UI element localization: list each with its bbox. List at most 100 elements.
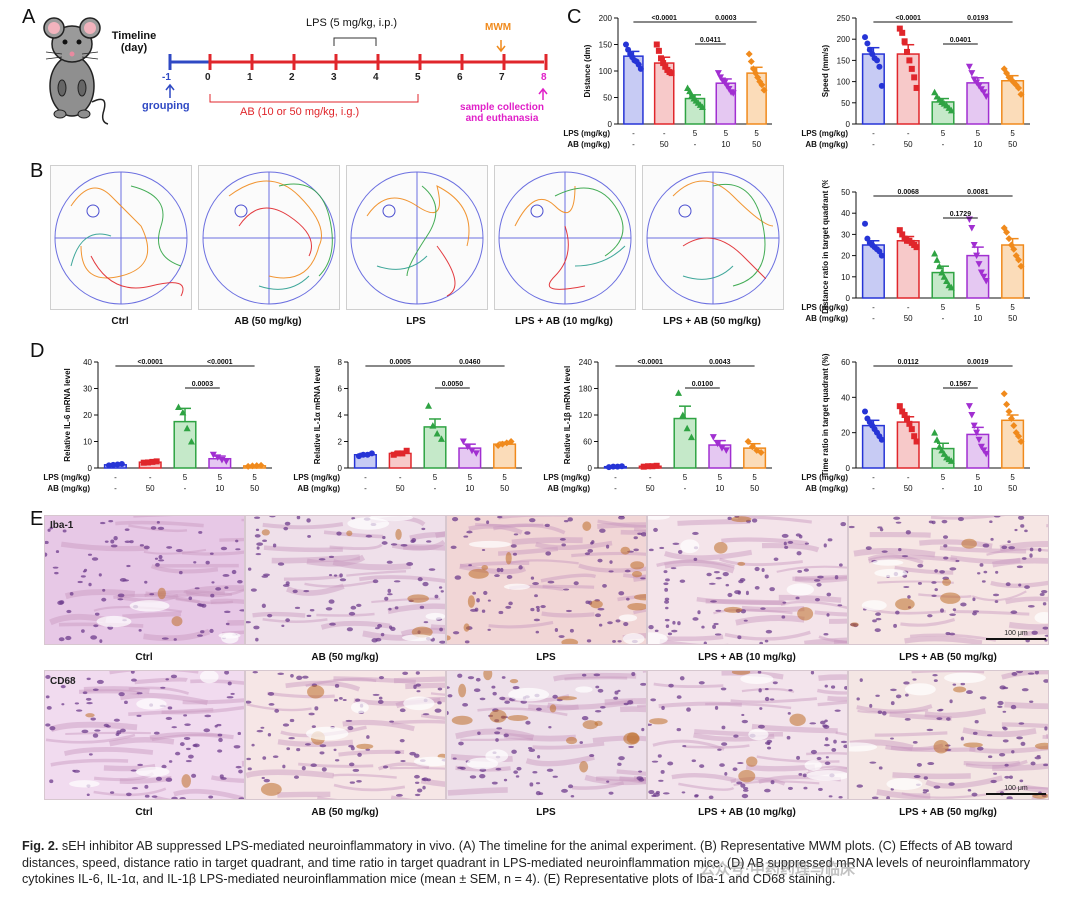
data-point: [668, 70, 675, 77]
histology-image: [848, 515, 1049, 645]
ab-value: -: [872, 314, 875, 323]
data-point: [1005, 235, 1013, 243]
lps-value: 5: [693, 129, 698, 138]
y-tick-label: 6: [338, 385, 343, 394]
data-point: [913, 244, 920, 251]
data-point: [940, 273, 948, 280]
lps-row-label: LPS (mg/kg): [293, 473, 340, 482]
data-point: [145, 459, 152, 466]
p-value-label: <0.0001: [207, 359, 233, 366]
cd68-label-ctrl: Ctrl: [135, 807, 153, 818]
mwm-labels: Ctrl AB (50 mg/kg) LPS LPS + AB (10 mg/k…: [50, 316, 782, 330]
y-tick-label: 8: [338, 358, 343, 367]
day-label: 0: [205, 72, 211, 83]
data-point: [1003, 69, 1011, 77]
data-point: [368, 450, 375, 457]
bar-chart-svg: 0 60 120 180 240 Relative IL-1β mRNA level <0.…: [543, 358, 772, 493]
data-point: [610, 463, 617, 470]
y-tick-label: 40: [841, 393, 850, 402]
sample-line1: sample collection: [460, 102, 544, 113]
data-point: [390, 451, 397, 458]
data-point: [933, 436, 941, 443]
y-tick-label: 50: [841, 99, 850, 108]
bar: [966, 82, 990, 125]
y-tick-label: 40: [83, 358, 92, 367]
lps-value: 5: [976, 303, 981, 312]
ab-value: -: [114, 484, 117, 493]
data-point: [1017, 438, 1025, 445]
p-value-label: 0.0019: [967, 359, 989, 366]
mwm-plot: [346, 165, 488, 310]
mwm-label: MWM: [485, 22, 512, 33]
mwm-label-ctrl: Ctrl: [111, 316, 129, 327]
cd68-row-labels: Ctrl AB (50 mg/kg) LPS LPS + AB (10 mg/k…: [44, 807, 1048, 821]
caption-text: sEH inhibitor AB suppressed LPS-mediated…: [22, 839, 1031, 886]
p-value-label: 0.0411: [700, 37, 721, 44]
data-point: [209, 451, 217, 459]
iba1-marker-label: Iba-1: [50, 520, 74, 531]
data-point: [183, 424, 191, 432]
iba1-label-lps-ab50: LPS + AB (50 mg/kg): [899, 652, 997, 663]
iba1-row-labels: Ctrl AB (50 mg/kg) LPS LPS + AB (10 mg/k…: [44, 652, 1048, 666]
cd68-label-lps-ab50: LPS + AB (50 mg/kg): [899, 807, 997, 818]
ab-row-label: AB (mg/kg): [567, 140, 610, 149]
lps-value: -: [114, 473, 117, 482]
timeline-label-line2: (day): [120, 42, 148, 54]
data-point: [904, 48, 911, 55]
data-point: [459, 438, 467, 445]
cd68-label-lps-ab10: LPS + AB (10 mg/kg): [698, 807, 796, 818]
ab-value: 50: [146, 484, 155, 493]
data-point: [913, 84, 920, 91]
data-point: [1015, 432, 1023, 440]
bar: [673, 417, 697, 469]
data-point: [901, 412, 908, 418]
data-point: [873, 57, 880, 64]
data-point: [1000, 224, 1008, 232]
bar-chart-svg: 0 10 20 30 40 Relative IL-6 mRNA level <0.0001…: [43, 358, 272, 493]
data-point: [975, 436, 983, 444]
bar: [896, 421, 920, 469]
data-point: [253, 462, 261, 470]
scale-bar-iba1: 100 μm: [986, 630, 1046, 640]
data-point: [748, 443, 756, 451]
data-point: [1015, 256, 1023, 264]
lps-label: LPS (5 mg/kg, i.p.): [306, 17, 398, 29]
ab-value: 50: [904, 314, 913, 323]
p-value-label: 0.0003: [715, 15, 737, 22]
data-point: [399, 450, 406, 457]
data-point: [947, 106, 955, 114]
ab-value: -: [684, 484, 687, 493]
data-point: [965, 63, 973, 71]
sample-line2: and euthanasia: [465, 113, 539, 124]
figure-number: Fig. 2.: [22, 839, 59, 853]
chart-il1b: 0 60 120 180 240 Relative IL-1β mRNA level <0.…: [540, 350, 780, 508]
ab-row-label: AB (mg/kg): [805, 314, 848, 323]
lps-value: 5: [468, 473, 473, 482]
ab-value: 10: [973, 314, 982, 323]
data-point: [179, 408, 187, 416]
data-point: [862, 34, 869, 41]
y-tick-label: 40: [841, 209, 850, 218]
lps-value: 5: [218, 473, 223, 482]
ab-value: 10: [465, 484, 474, 493]
data-point: [757, 449, 765, 457]
data-point: [878, 82, 885, 89]
data-point: [468, 447, 476, 455]
y-axis-label: Relative IL-1α mRNA level: [313, 366, 322, 464]
day-label: 5: [415, 72, 421, 83]
y-tick-label: 0: [338, 464, 343, 473]
y-tick-label: 20: [841, 252, 850, 261]
cd68-label-ab50: AB (50 mg/kg): [311, 807, 379, 818]
data-point: [1000, 65, 1008, 73]
y-tick-label: 0: [88, 464, 93, 473]
data-point: [1010, 422, 1018, 430]
ab-value: 50: [1008, 484, 1017, 493]
lps-value: -: [149, 473, 152, 482]
data-point: [425, 402, 433, 409]
y-tick-label: 0: [846, 464, 851, 473]
data-point: [931, 249, 939, 257]
data-point: [675, 389, 683, 396]
data-point: [933, 256, 941, 263]
data-point: [744, 438, 752, 445]
y-axis-label: Distance ratio in target quadrant (%): [821, 180, 830, 314]
